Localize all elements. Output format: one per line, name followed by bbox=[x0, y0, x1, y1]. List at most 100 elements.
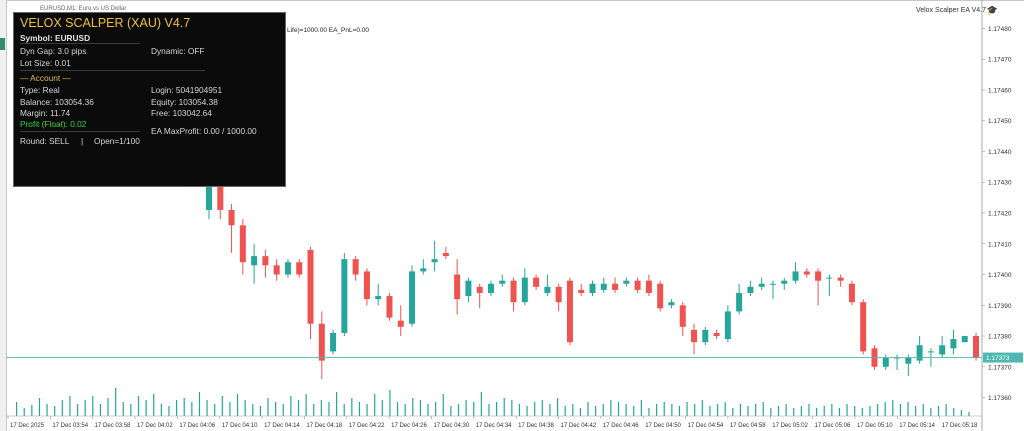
candle bbox=[487, 280, 494, 297]
ea-name-label[interactable]: Velox Scalper EA V4.7 bbox=[915, 7, 986, 14]
volume-bar bbox=[511, 400, 513, 416]
volume-bar bbox=[488, 404, 490, 416]
price-axis: 1.17480 1.17470 1.17460 1.17450 1.17440 1.174… bbox=[981, 0, 1012, 431]
time-tick-label: 17 Dec 04:14 bbox=[264, 423, 300, 429]
candle-body bbox=[894, 357, 901, 359]
candle-body bbox=[702, 329, 709, 343]
candle bbox=[882, 354, 889, 370]
candle-body bbox=[284, 262, 291, 275]
volume-bar bbox=[808, 404, 810, 416]
candle bbox=[341, 252, 348, 337]
candle-body bbox=[961, 336, 968, 343]
candle bbox=[736, 283, 743, 315]
candle-body bbox=[431, 259, 438, 263]
time-tick-label: 17 Dec 04:38 bbox=[518, 423, 554, 429]
volume-bar bbox=[259, 406, 262, 416]
volume-bar bbox=[671, 404, 673, 416]
price-tick-label: 1.17430 bbox=[988, 180, 1012, 187]
time-tick-label: 17 Dec 04:02 bbox=[137, 423, 173, 429]
volume-bar bbox=[930, 408, 932, 416]
candle-body bbox=[837, 277, 844, 281]
price-tick-label: 1.17360 bbox=[988, 395, 1012, 402]
ea-info-panel: VELOX SCALPER (XAU) V4.7 Symbol: EURUSD … bbox=[13, 12, 286, 187]
candle bbox=[769, 280, 776, 300]
dyn-gap-label: Dyn Gap: 3.0 pips bbox=[20, 46, 87, 56]
candle-body bbox=[566, 280, 573, 343]
volume-bar bbox=[107, 398, 109, 416]
candle-body bbox=[341, 259, 348, 333]
price-tick-label: 1.17370 bbox=[988, 364, 1012, 371]
graduation-cap-icon[interactable]: 🎓 bbox=[986, 5, 998, 15]
volume-bar bbox=[907, 402, 909, 416]
candle bbox=[679, 302, 686, 337]
price-tick-label: 1.17470 bbox=[988, 57, 1012, 64]
volume-bar bbox=[16, 402, 18, 416]
candle-body bbox=[589, 283, 596, 293]
candle bbox=[318, 311, 325, 380]
volume-bar bbox=[99, 404, 102, 416]
candle-body bbox=[499, 280, 506, 284]
candle-body bbox=[510, 280, 517, 303]
time-tick-label: 17 Dec 04:22 bbox=[349, 423, 385, 429]
candle-body bbox=[792, 271, 799, 281]
volume-bar bbox=[252, 404, 254, 416]
candle-body bbox=[375, 296, 382, 300]
candle bbox=[352, 256, 359, 281]
volume-bar bbox=[854, 406, 856, 416]
candle bbox=[747, 280, 754, 297]
candle-body bbox=[860, 302, 867, 352]
candle bbox=[521, 268, 528, 306]
volume-bar bbox=[785, 404, 787, 416]
volume-bar bbox=[76, 404, 79, 416]
volume-bar bbox=[145, 400, 147, 416]
volume-bar bbox=[526, 406, 528, 416]
candle-body bbox=[736, 292, 743, 312]
price-chart[interactable]: 1.17480 1.17470 1.17460 1.17450 1.17440 1.174… bbox=[6, 0, 1024, 431]
candle-body bbox=[397, 320, 404, 327]
candle bbox=[815, 268, 822, 306]
time-tick-label: 17 Dec 05:02 bbox=[772, 423, 808, 429]
candles bbox=[206, 157, 979, 380]
volume-bars bbox=[16, 388, 970, 416]
candle-body bbox=[713, 332, 720, 337]
candle-body bbox=[950, 339, 957, 349]
volume-bar bbox=[831, 404, 833, 416]
volume-bar bbox=[915, 406, 917, 416]
time-tick-label: 17 Dec 04:06 bbox=[179, 423, 215, 429]
candle-body bbox=[578, 289, 585, 293]
margin-label: Margin: 11.74 bbox=[20, 108, 71, 118]
volume-bar bbox=[846, 404, 848, 416]
equity-label: Equity: 103054.38 bbox=[151, 97, 218, 107]
candle-body bbox=[296, 262, 303, 275]
volume-bar bbox=[130, 404, 132, 416]
volume-bar bbox=[755, 404, 757, 416]
candle-body bbox=[487, 283, 494, 293]
time-tick-label: 17 Dec 04:10 bbox=[222, 423, 258, 429]
login-label: Login: 5041904951 bbox=[151, 85, 223, 95]
account-type-label: Type: Real bbox=[20, 85, 60, 95]
candle-body bbox=[679, 305, 686, 327]
candle bbox=[668, 299, 675, 309]
candle bbox=[566, 277, 573, 346]
volume-bar bbox=[366, 404, 368, 416]
volume-bar bbox=[496, 402, 498, 416]
candle-body bbox=[544, 286, 551, 293]
volume-bar bbox=[191, 402, 193, 416]
time-tick-label: 17 Dec 04:50 bbox=[645, 423, 681, 429]
volume-bar bbox=[701, 400, 703, 416]
volume-bar bbox=[320, 400, 322, 416]
candle-body bbox=[251, 256, 258, 266]
time-tick-label: 17 Dec 04:30 bbox=[433, 423, 469, 429]
volume-bar bbox=[716, 404, 719, 416]
volume-bar bbox=[633, 406, 635, 416]
candle-body bbox=[409, 271, 416, 324]
candle bbox=[363, 268, 370, 306]
candle bbox=[657, 280, 664, 312]
volume-bar bbox=[282, 404, 284, 416]
candle-body bbox=[769, 283, 776, 285]
candle-body bbox=[724, 311, 731, 340]
separator-label: | bbox=[81, 136, 84, 146]
time-tick-label: 17 Dec 04:18 bbox=[306, 423, 342, 429]
volume-bar bbox=[92, 396, 94, 416]
volume-bar bbox=[46, 404, 48, 416]
